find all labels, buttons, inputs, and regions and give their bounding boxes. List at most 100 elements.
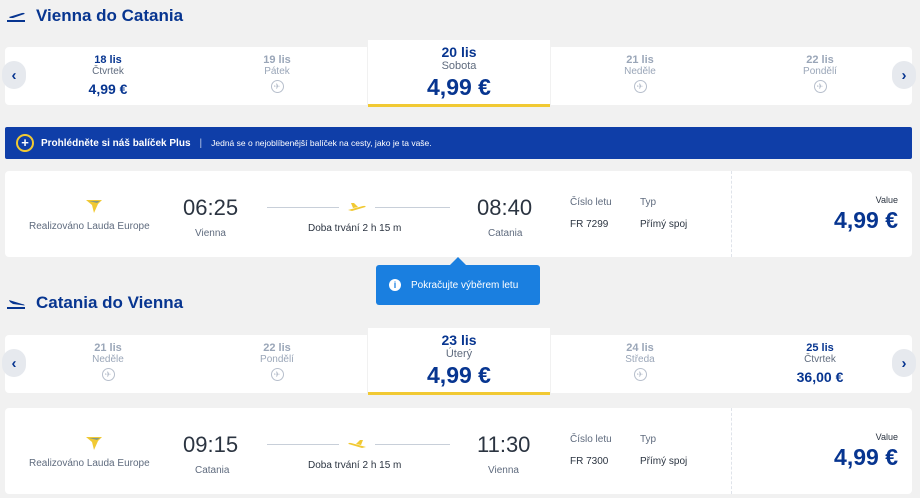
banner-text: Jedná se o nejoblíbenější balíček na ces… [211, 138, 432, 148]
info-icon: i [389, 279, 401, 291]
date-day: 22 lis [806, 54, 834, 66]
flight-type: Přímý spoj [640, 219, 688, 230]
chevron-right-icon: › [901, 66, 907, 84]
date-weekday: Čtvrtek [92, 66, 124, 77]
date-weekday: Úterý [445, 348, 473, 360]
inbound-flight-card[interactable]: Realizováno Lauda Europe 09:15 Catania D… [5, 408, 912, 494]
plane-icon [347, 199, 367, 215]
date-day: 25 lis [806, 342, 834, 354]
chevron-right-icon: › [901, 354, 907, 372]
flight-number-label: Číslo letu [570, 197, 612, 208]
no-flight-icon: ✈ [633, 80, 647, 93]
date-weekday: Pátek [264, 66, 290, 77]
departure-time: 09:15 [183, 432, 239, 457]
arrival-time: 08:40 [477, 195, 533, 220]
no-flight-icon: ✈ [270, 80, 284, 93]
date-weekday: Pondělí [260, 354, 294, 365]
outbound-date-4[interactable]: 22 lis Pondělí ✈ [740, 47, 900, 105]
airline-logo [85, 198, 103, 214]
date-weekday: Pondělí [803, 66, 837, 77]
chevron-left-icon: ‹ [11, 354, 17, 372]
departure-plane-icon [6, 9, 26, 23]
inbound-date-1[interactable]: 22 lis Pondělí ✈ [197, 335, 357, 393]
operator-label: Realizováno Lauda Europe [29, 458, 150, 469]
date-day: 21 lis [94, 342, 122, 354]
fare-label: Value [875, 195, 898, 205]
date-price: 4,99 € [427, 362, 491, 388]
outbound-date-3[interactable]: 21 lis Neděle ✈ [560, 47, 720, 105]
date-weekday: Středa [625, 354, 655, 365]
outbound-title: Vienna do Catania [36, 6, 184, 25]
flight-price: 4,99 € [834, 207, 898, 233]
date-day: 20 lis [441, 44, 477, 60]
departure-city: Vienna [195, 228, 226, 239]
outbound-section-title: Vienna do Catania [6, 6, 183, 26]
inbound-date-4[interactable]: 25 lis Čtvrtek 36,00 € [740, 335, 900, 393]
inbound-section-title: Catania do Vienna [6, 293, 183, 313]
date-weekday: Čtvrtek [804, 354, 836, 365]
flight-price: 4,99 € [834, 444, 898, 470]
card-divider [731, 171, 732, 257]
inbound-date-3[interactable]: 24 lis Středa ✈ [560, 335, 720, 393]
no-flight-icon: ✈ [813, 80, 827, 93]
plus-package-banner[interactable]: + Prohlédněte si náš balíček Plus | Jedn… [5, 127, 912, 159]
banner-title: Prohlédněte si náš balíček Plus [41, 137, 191, 149]
outbound-flight-card[interactable]: Realizováno Lauda Europe 06:25 Vienna Do… [5, 171, 912, 257]
flight-number: FR 7299 [570, 219, 609, 230]
tooltip-text: Pokračujte výběrem letu [411, 279, 519, 291]
banner-separator: | [199, 137, 203, 149]
date-weekday: Sobota [441, 60, 477, 72]
flight-type-label: Typ [640, 197, 657, 208]
no-flight-icon: ✈ [633, 368, 647, 381]
flight-type-label: Typ [640, 434, 657, 445]
date-weekday: Neděle [624, 66, 656, 77]
flight-duration: Doba trvání 2 h 15 m [308, 460, 402, 471]
outbound-prev-dates-button[interactable]: ‹ [2, 61, 26, 89]
outbound-date-2[interactable]: 20 lis Sobota 4,99 € [368, 40, 550, 107]
inbound-title: Catania do Vienna [36, 293, 184, 312]
inbound-date-0[interactable]: 21 lis Neděle ✈ [33, 335, 183, 393]
date-day: 21 lis [626, 54, 654, 66]
outbound-date-strip: ‹ 18 lis Čtvrtek 4,99 € 19 lis Pátek ✈ 2… [2, 40, 916, 107]
plus-circle-icon: + [16, 134, 34, 152]
plane-icon [347, 436, 367, 452]
inbound-date-strip: ‹ 21 lis Neděle ✈ 22 lis Pondělí ✈ 23 li… [2, 328, 916, 395]
operator-label: Realizováno Lauda Europe [29, 221, 150, 232]
arrival-plane-icon [6, 296, 26, 310]
chevron-left-icon: ‹ [11, 66, 17, 84]
inbound-date-2[interactable]: 23 lis Úterý 4,99 € [368, 328, 550, 395]
date-day: 22 lis [263, 342, 291, 354]
inbound-prev-dates-button[interactable]: ‹ [2, 349, 26, 377]
arrival-city: Catania [488, 228, 523, 239]
route-line [375, 444, 450, 445]
date-price: 36,00 € [796, 369, 844, 385]
arrival-time: 11:30 [477, 432, 531, 457]
outbound-date-1[interactable]: 19 lis Pátek ✈ [197, 47, 357, 105]
flight-type: Přímý spoj [640, 456, 688, 467]
date-price: 4,99 € [427, 74, 491, 100]
route-line [267, 444, 339, 445]
route-line [267, 207, 339, 208]
fare-label: Value [875, 432, 898, 442]
airline-logo [85, 435, 103, 451]
flight-number: FR 7300 [570, 456, 609, 467]
departure-city: Catania [195, 465, 230, 476]
date-day: 23 lis [441, 332, 477, 348]
date-weekday: Neděle [92, 354, 124, 365]
continue-tooltip: i Pokračujte výběrem letu [376, 257, 540, 305]
arrival-city: Vienna [488, 465, 519, 476]
date-day: 24 lis [626, 342, 654, 354]
inbound-next-dates-button[interactable]: › [892, 349, 916, 377]
flight-duration: Doba trvání 2 h 15 m [308, 223, 402, 234]
flight-number-label: Číslo letu [570, 434, 612, 445]
route-line [375, 207, 450, 208]
no-flight-icon: ✈ [101, 368, 115, 381]
departure-time: 06:25 [183, 195, 239, 220]
card-divider [731, 408, 732, 494]
date-day: 19 lis [263, 54, 291, 66]
no-flight-icon: ✈ [270, 368, 284, 381]
outbound-next-dates-button[interactable]: › [892, 61, 916, 89]
date-price: 4,99 € [88, 81, 128, 97]
date-day: 18 lis [94, 54, 122, 66]
outbound-date-0[interactable]: 18 lis Čtvrtek 4,99 € [33, 47, 183, 105]
